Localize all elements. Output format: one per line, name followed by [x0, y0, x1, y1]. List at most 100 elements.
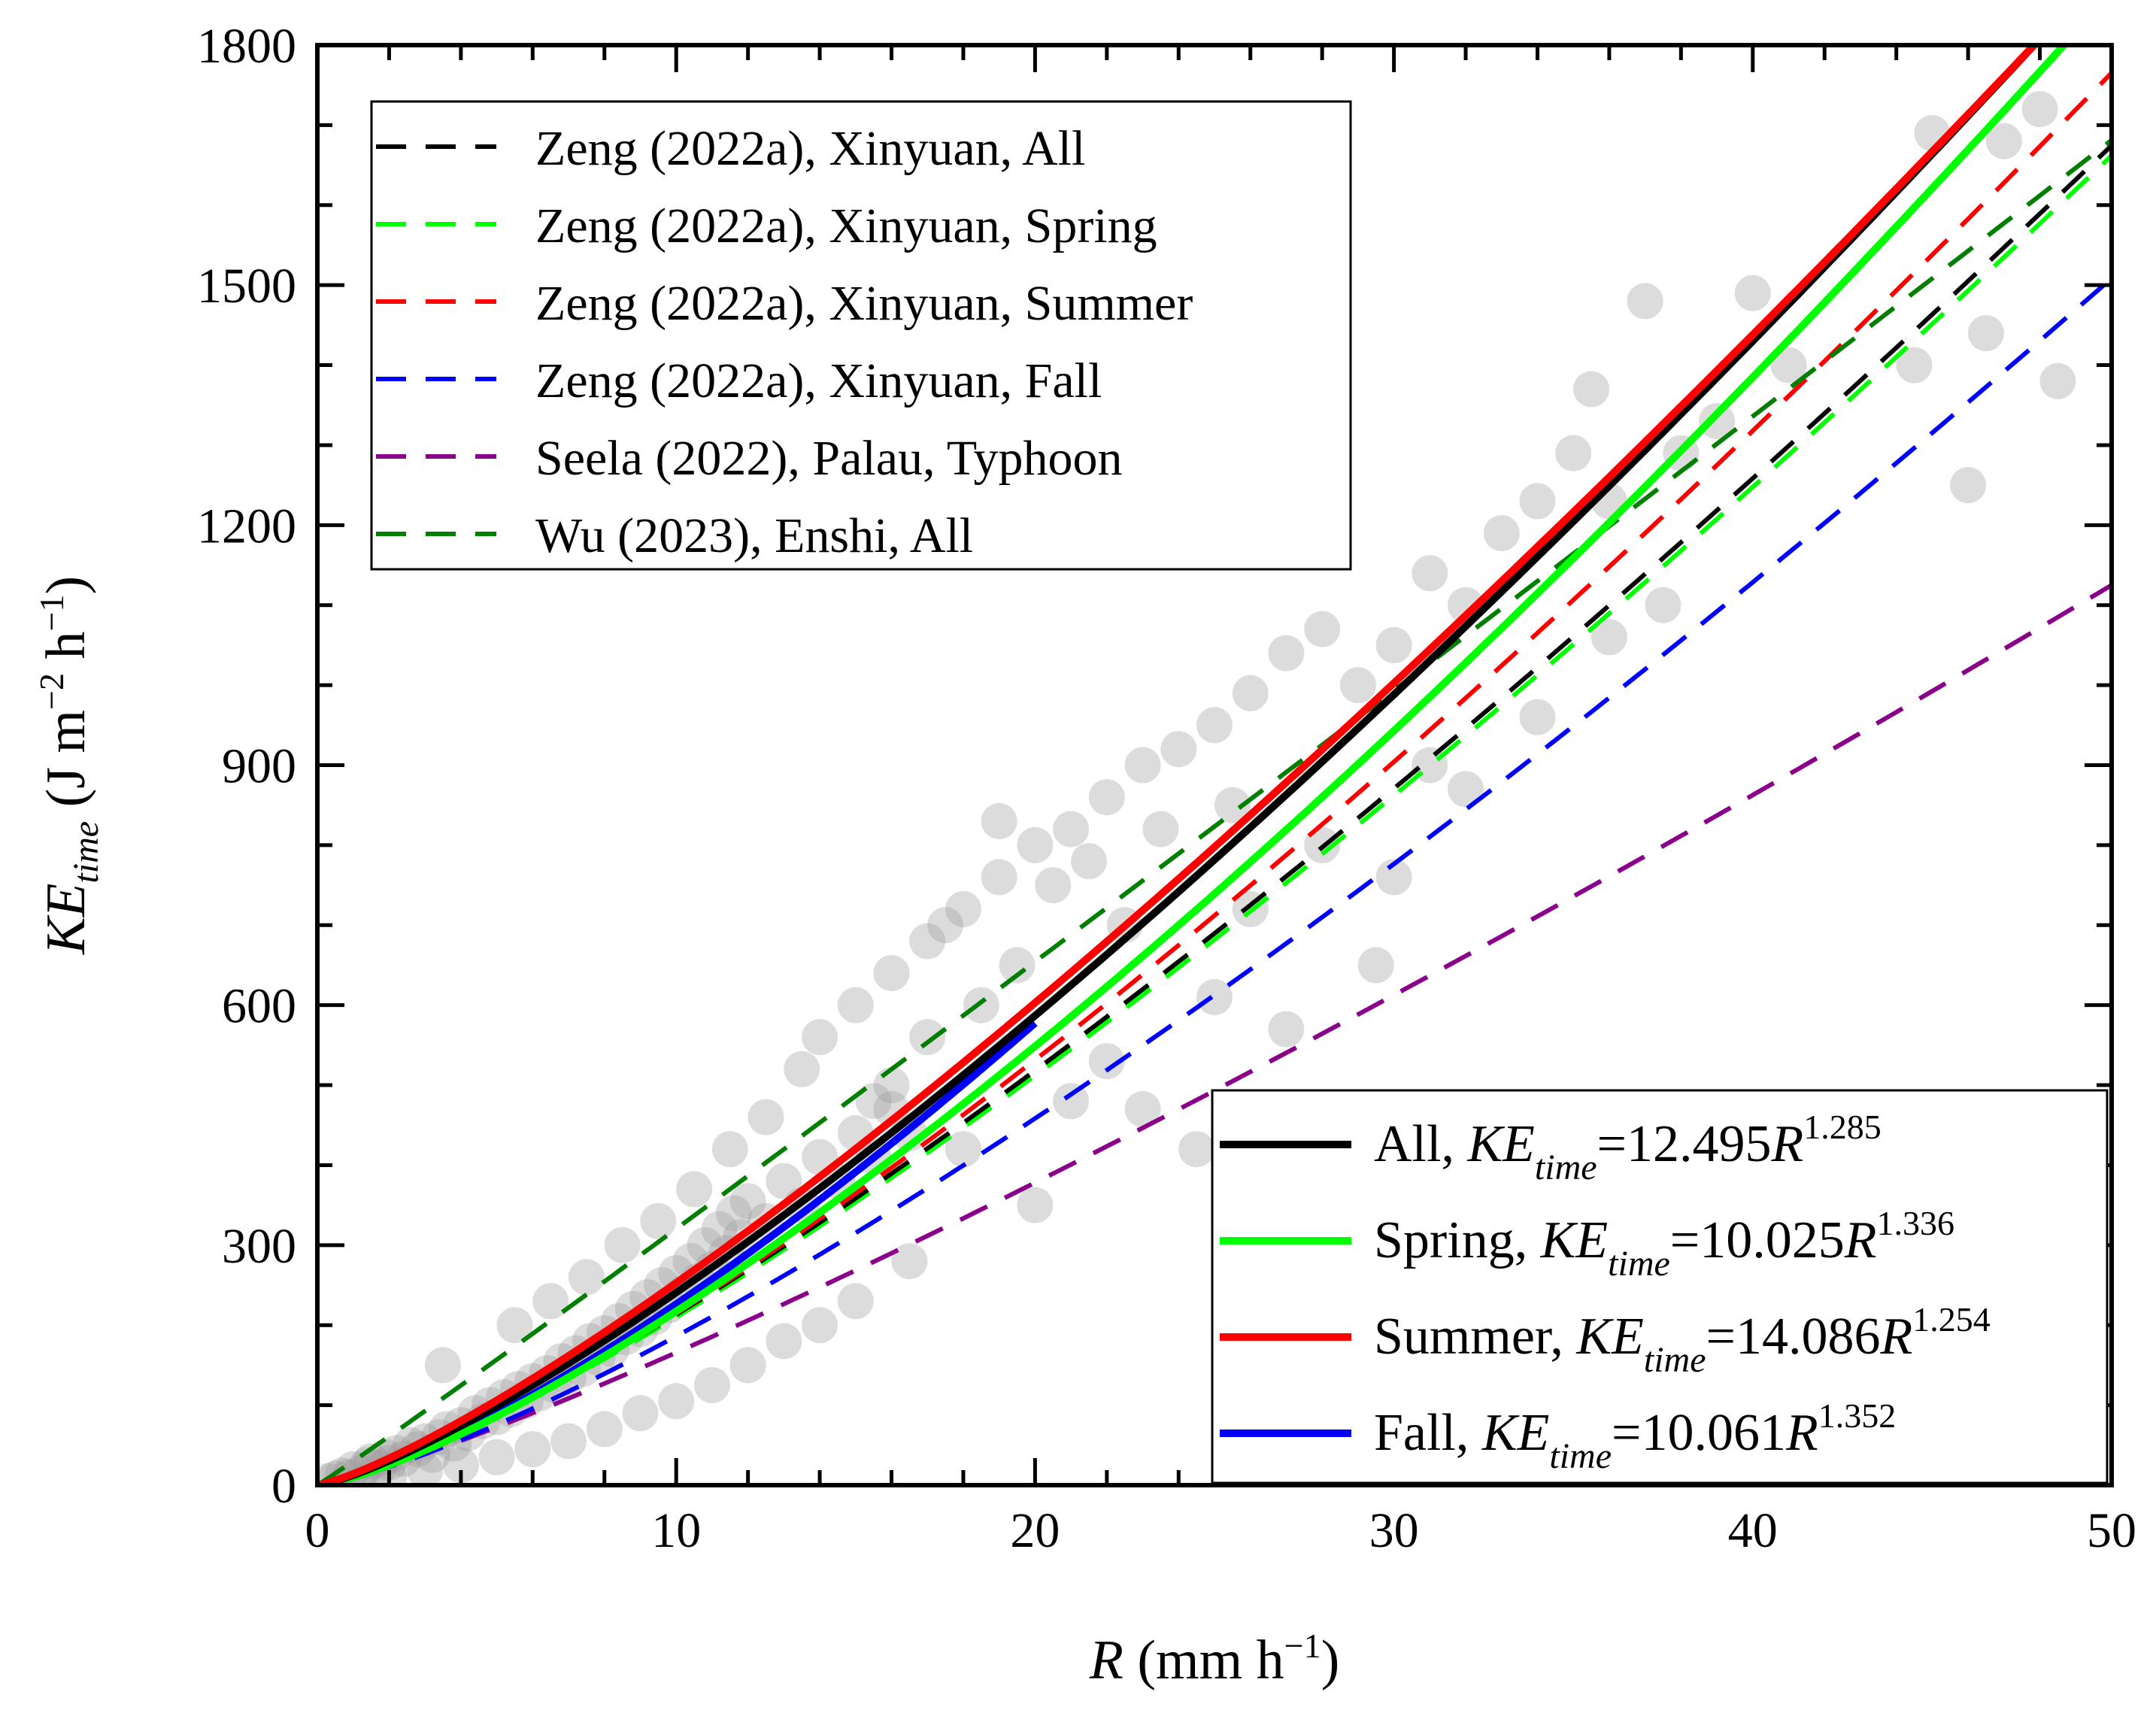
legend-label: Wu (2023), Enshi, All: [535, 508, 973, 563]
scatter-point: [1268, 1011, 1305, 1048]
scatter-point: [1699, 403, 1736, 439]
scatter-point: [1896, 347, 1933, 384]
scatter-point: [999, 947, 1036, 984]
scatter-point: [676, 1171, 713, 1208]
fit-lines: [317, 45, 2112, 1485]
scatter-point: [1142, 811, 1179, 847]
scatter-point: [658, 1383, 695, 1420]
series-line-spring: [318, 45, 2070, 1485]
scatter-point: [802, 1019, 838, 1056]
y-tick-label: 1200: [197, 499, 296, 553]
scatter-point: [1339, 667, 1376, 704]
y-tick-label: 1800: [197, 19, 296, 74]
y-tick-label: 300: [222, 1219, 296, 1274]
scatter-point: [1124, 747, 1161, 784]
scatter-point: [715, 1195, 752, 1232]
y-tick-label: 900: [222, 739, 296, 794]
scatter-point: [1088, 779, 1125, 816]
scatter-point: [1968, 315, 2004, 351]
scatter-point: [1375, 626, 1412, 663]
legend-label: Zeng (2022a), Xinyuan, Summer: [535, 276, 1193, 331]
scatter-point: [802, 1307, 838, 1344]
scatter-point: [1017, 826, 1054, 863]
scatter-point: [640, 1202, 677, 1239]
series-line-zeng-2022a-xinyuan-all: [318, 144, 2112, 1485]
scatter-point: [1645, 587, 1681, 623]
series-line-zeng-2022a-xinyuan-spring: [318, 153, 2112, 1485]
y-tick-label: 0: [271, 1459, 296, 1514]
legend-equation: Fall, KEtime=10.061R1.352: [1374, 1396, 1896, 1476]
scatter-point: [1734, 274, 1771, 311]
scatter-point: [1178, 1131, 1215, 1168]
scatter-point: [1985, 123, 2022, 159]
legend-label: Zeng (2022a), Xinyuan, Fall: [535, 353, 1102, 408]
scatter-point: [981, 859, 1017, 896]
scatter-point: [711, 1131, 748, 1168]
scatter-point: [927, 907, 964, 944]
y-tick-label: 600: [222, 979, 296, 1034]
scatter-point: [981, 803, 1017, 839]
scatter-point: [1770, 347, 1807, 384]
x-tick-label: 30: [1369, 1503, 1419, 1558]
scatter-point: [478, 1439, 515, 1475]
scatter-point: [1160, 731, 1197, 768]
scatter-point: [1196, 707, 1233, 744]
series-line-zeng-2022a-xinyuan-fall: [318, 276, 2112, 1485]
scatter-point: [837, 1283, 874, 1320]
scatter-point: [945, 1131, 981, 1168]
series-line-wu-2023-enshi-all: [317, 138, 2112, 1485]
scatter-point: [837, 987, 874, 1023]
scatter-point: [604, 1226, 641, 1263]
scatter-point: [1053, 1083, 1090, 1120]
scatter-point: [550, 1423, 587, 1460]
scatter-point: [1448, 771, 1484, 808]
scatter-point: [855, 1083, 892, 1120]
scatter-point: [693, 1367, 730, 1403]
scatter-point: [891, 1243, 928, 1280]
scatter-point: [2039, 362, 2076, 399]
scatter-point: [407, 1452, 444, 1485]
scatter-point: [1627, 283, 1663, 320]
legends: Zeng (2022a), Xinyuan, All Zeng (2022a), …: [370, 100, 2109, 1484]
legend-equation: All, KEtime=12.495R1.285: [1374, 1108, 1882, 1187]
scatter-point: [425, 1347, 461, 1384]
y-axis-title: KEtime (J m−2 h−1): [32, 576, 106, 955]
legend-label: Zeng (2022a), Xinyuan, All: [535, 121, 1085, 176]
scatter-point: [1519, 699, 1556, 735]
scatter-point: [514, 1431, 551, 1468]
scatter-point: [729, 1183, 766, 1220]
scatter-point: [1214, 787, 1251, 823]
scatter-point: [1053, 811, 1090, 847]
scatter-point: [1357, 947, 1394, 984]
scatter-point: [1088, 1043, 1125, 1080]
scatter-point: [766, 1163, 802, 1199]
scatter-point: [1375, 859, 1412, 896]
scatter-point: [701, 1211, 738, 1248]
scatter-point: [622, 1395, 659, 1432]
scatter-point: [1017, 1187, 1054, 1223]
scatter-point: [963, 987, 999, 1023]
scatter-point: [1590, 619, 1627, 656]
scatter-point: [1573, 371, 1610, 408]
x-tick-label: 40: [1728, 1503, 1778, 1558]
scatter-point: [873, 955, 910, 992]
scatter-point: [766, 1323, 802, 1360]
x-tick-label: 10: [651, 1503, 701, 1558]
scatter-point: [1304, 611, 1341, 647]
scatter-point: [909, 923, 946, 960]
legend-equation: Summer, KEtime=14.086R1.254: [1374, 1300, 1991, 1380]
axis-titles: R (mm h−1) KEtime (J m−2 h−1): [32, 576, 1339, 1691]
scatter-point: [1412, 555, 1448, 592]
x-tick-label: 50: [2087, 1503, 2136, 1558]
y-tick-label: 1500: [197, 259, 296, 314]
scatter-point: [496, 1307, 533, 1344]
scatter-point: [2021, 91, 2058, 128]
scatter-point: [1268, 635, 1305, 672]
scatter-point: [1519, 483, 1556, 520]
scatter-point: [1950, 467, 1987, 504]
scatter-point: [873, 1091, 910, 1127]
scatter-point: [1196, 979, 1233, 1015]
scatter-point: [1035, 867, 1072, 904]
scatter-point: [784, 1051, 820, 1087]
